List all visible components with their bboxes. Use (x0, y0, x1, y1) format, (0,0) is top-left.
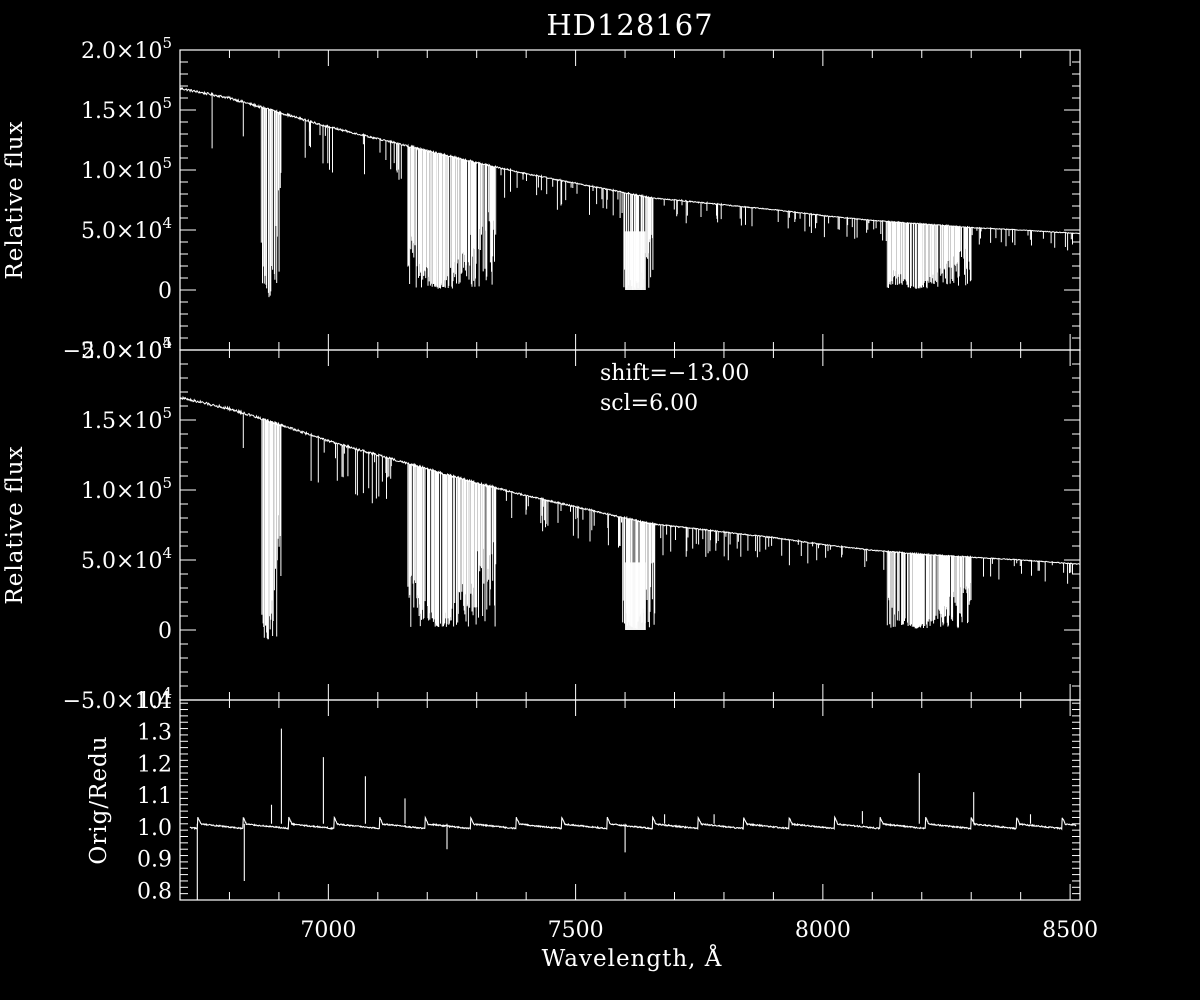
x-tick-label: 7500 (548, 918, 604, 943)
panel-bottom-x-ticks: 7000 7500 8000 8500 (228, 700, 1098, 943)
y-tick-label: 1.3 (137, 721, 172, 746)
y-tick-label: 2.0×105 (81, 334, 172, 364)
x-tick-label: 8500 (1042, 918, 1098, 943)
panel-bottom-ratio: 1.4 1.3 1.2 1.1 1.0 0.9 0.8 7000 7500 8000 8500 O… (86, 689, 1098, 972)
y-tick-label: 5.0×104 (81, 214, 172, 244)
y-tick-label: 1.4 (137, 689, 172, 714)
chart-title: HD128167 (546, 8, 713, 42)
panel-top-y-axis-label: Relative flux (2, 120, 28, 279)
y-tick-label: 1.0 (137, 816, 172, 841)
y-tick-label: 1.5×105 (81, 94, 172, 124)
y-tick-label: 2.0×105 (81, 34, 172, 64)
absorption-band-fill (625, 562, 646, 630)
y-tick-label: −5.0×104 (63, 684, 172, 714)
y-tick-label: 0 (158, 619, 172, 644)
x-tick-label: 8000 (795, 918, 851, 943)
x-tick-label: 7000 (300, 918, 356, 943)
y-tick-label: 1.0×105 (81, 154, 172, 184)
panel-middle-spectrum (179, 395, 1080, 640)
y-tick-label: 5.0×104 (81, 544, 172, 574)
y-tick-label: 1.0×105 (81, 474, 172, 504)
y-tick-label: 0 (158, 279, 172, 304)
panel-middle-x-ticks (228, 350, 1071, 700)
panel-top-x-ticks (228, 50, 1071, 350)
shift-annotation: shift=−13.00 (600, 361, 749, 386)
panel-bottom-ratio-curve (189, 728, 1077, 900)
y-tick-label: 0.8 (137, 879, 172, 904)
panel-middle-y-ticks: 2.0×105 1.5×105 1.0×105 5.0×104 0 −5.0×104 (63, 334, 1080, 714)
ratio-line (189, 728, 1077, 900)
y-tick-label: 1.5×105 (81, 404, 172, 434)
x-axis-label: Wavelength, Å (542, 944, 723, 972)
absorption-band-fill (625, 231, 646, 290)
panel-top-spectrum (179, 86, 1080, 298)
y-tick-label: 1.2 (137, 752, 172, 777)
panel-top-y-ticks: 2.0×105 1.5×105 1.0×105 5.0×104 0 −5.0×104 (63, 34, 1080, 364)
scale-annotation: scl=6.00 (600, 391, 698, 416)
panel-middle-y-axis-label: Relative flux (2, 445, 28, 604)
y-tick-label: 0.9 (137, 848, 172, 873)
panel-top-flux: 2.0×105 1.5×105 1.0×105 5.0×104 0 −5.0×104 Re… (2, 34, 1081, 364)
panel-middle-flux: 2.0×105 1.5×105 1.0×105 5.0×104 0 −5.0×104 Re… (2, 334, 1081, 714)
panel-bottom-y-ticks: 1.4 1.3 1.2 1.1 1.0 0.9 0.8 (137, 689, 1080, 904)
panel-bottom-y-axis-label: Orig/Redu (86, 735, 112, 864)
y-tick-label: −5.0×104 (63, 334, 172, 364)
panel-bottom-frame (179, 699, 1081, 901)
y-tick-label: 1.1 (137, 784, 172, 809)
